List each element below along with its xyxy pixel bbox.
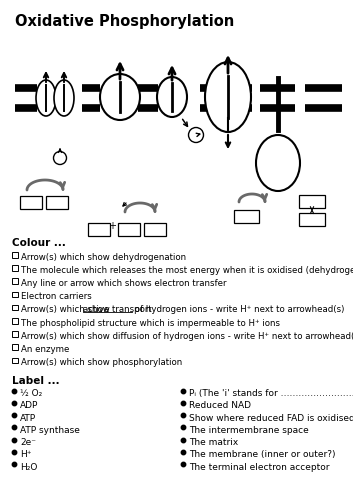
Ellipse shape (54, 152, 66, 164)
Text: ½ O₂: ½ O₂ (20, 390, 42, 398)
Text: Reduced NAD: Reduced NAD (189, 402, 251, 410)
Text: +: + (108, 221, 116, 231)
Text: The molecule which releases the most energy when it is oxidised (dehydrogenated): The molecule which releases the most ene… (21, 266, 353, 274)
Ellipse shape (205, 62, 251, 132)
Text: Arrow(s) which show dehydrogenation: Arrow(s) which show dehydrogenation (21, 252, 186, 262)
Text: An enzyme: An enzyme (21, 345, 70, 354)
Bar (20, 196, 42, 209)
Ellipse shape (189, 128, 203, 142)
Bar (46, 196, 68, 209)
Ellipse shape (100, 74, 140, 120)
Text: Colour ...: Colour ... (12, 238, 66, 248)
Ellipse shape (256, 135, 300, 191)
Text: Electron carriers: Electron carriers (21, 292, 92, 301)
Bar (144, 223, 166, 236)
Bar (299, 195, 325, 208)
Ellipse shape (157, 77, 187, 117)
Text: Show where reduced FAD is oxidised: Show where reduced FAD is oxidised (189, 414, 353, 422)
Text: Arrow(s) which show phosphorylation: Arrow(s) which show phosphorylation (21, 358, 182, 367)
Text: The matrix: The matrix (189, 438, 238, 447)
Bar (12, 318, 18, 324)
Text: Label ...: Label ... (12, 376, 60, 386)
Text: The terminal electron acceptor: The terminal electron acceptor (189, 462, 329, 471)
Bar (12, 344, 18, 350)
Text: Arrow(s) which show: Arrow(s) which show (21, 306, 113, 314)
Bar (12, 252, 18, 258)
Text: The membrane (inner or outer?): The membrane (inner or outer?) (189, 450, 335, 460)
Text: ATP synthase: ATP synthase (20, 426, 80, 435)
Bar (12, 265, 18, 270)
Text: Arrow(s) which show diffusion of hydrogen ions - write H⁺ next to arrowhead(s): Arrow(s) which show diffusion of hydroge… (21, 332, 353, 340)
Bar (12, 292, 18, 297)
Bar (88, 223, 110, 236)
Bar (299, 213, 325, 226)
Text: Oxidative Phosphorylation: Oxidative Phosphorylation (15, 14, 234, 29)
Bar (12, 305, 18, 310)
Text: ATP: ATP (20, 414, 36, 422)
Bar (12, 331, 18, 336)
Bar (234, 210, 259, 223)
Text: Any line or arrow which shows electron transfer: Any line or arrow which shows electron t… (21, 279, 227, 288)
Bar (12, 278, 18, 284)
Text: The phospholipid structure which is impermeable to H⁺ ions: The phospholipid structure which is impe… (21, 318, 280, 328)
Bar (118, 223, 140, 236)
Text: The intermembrane space: The intermembrane space (189, 426, 309, 435)
Text: H⁺: H⁺ (20, 450, 31, 460)
Text: of hydrogen ions - write H⁺ next to arrowhead(s): of hydrogen ions - write H⁺ next to arro… (132, 306, 344, 314)
Ellipse shape (54, 80, 74, 116)
Bar (12, 358, 18, 363)
Text: Pᵢ (The 'i' stands for …………………………): Pᵢ (The 'i' stands for …………………………) (189, 390, 353, 398)
Text: H₂O: H₂O (20, 462, 37, 471)
Ellipse shape (36, 80, 56, 116)
Text: 2e⁻: 2e⁻ (20, 438, 36, 447)
Text: active transport: active transport (83, 306, 151, 314)
Text: ADP: ADP (20, 402, 38, 410)
